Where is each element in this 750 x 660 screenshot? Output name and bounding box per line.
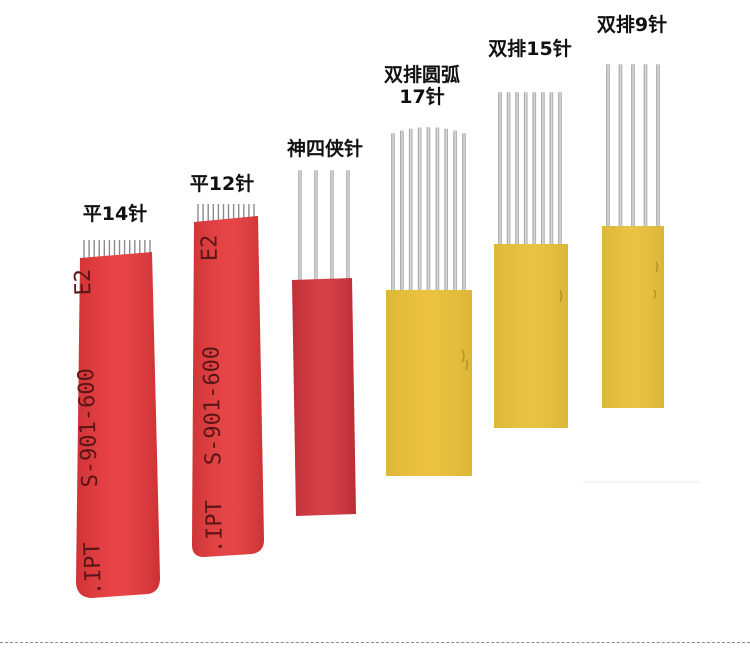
needle <box>498 92 502 248</box>
print-code: E2 <box>71 268 97 295</box>
needle-tip <box>138 240 141 242</box>
needle <box>197 206 199 226</box>
blade-shade <box>292 278 356 516</box>
needle-tip <box>217 204 220 206</box>
print-trace <box>653 261 659 299</box>
needle <box>330 170 334 284</box>
needle <box>88 242 90 262</box>
needle-tip <box>98 240 101 242</box>
needle-tip <box>197 204 199 206</box>
needle <box>606 64 610 230</box>
dashed-divider <box>0 642 750 643</box>
print-model: S-901-600 <box>199 346 226 466</box>
needle <box>298 170 302 284</box>
needle <box>417 127 422 295</box>
blade-print: .IPT S-901-600 E2 <box>71 268 107 595</box>
needle <box>462 133 466 294</box>
label-line-2: 17针 <box>399 86 445 108</box>
print-code: E2 <box>197 234 222 261</box>
label-double-row-arc-17: 双排圆弧 17针 <box>384 64 460 108</box>
needle <box>426 127 431 294</box>
needle-group <box>391 127 466 295</box>
needle <box>558 92 562 248</box>
blade-double-row-9 <box>602 64 664 408</box>
needle <box>453 130 457 294</box>
label-flat-12: 平12针 <box>189 173 255 195</box>
needle-tip <box>222 204 225 206</box>
needle-tip <box>118 240 121 242</box>
print-trace <box>461 349 469 371</box>
needle <box>515 92 519 248</box>
needle <box>656 64 660 230</box>
needle-group <box>498 92 562 248</box>
needle <box>202 206 204 226</box>
needle-group <box>298 170 350 284</box>
needle <box>523 92 528 248</box>
blade-shade <box>494 244 568 428</box>
needle <box>400 130 404 294</box>
needle-tip <box>227 204 230 206</box>
needle-tip <box>253 204 255 206</box>
needle-tip <box>202 204 205 206</box>
needle-tip <box>93 240 96 242</box>
needle <box>314 170 318 284</box>
needle-tip <box>149 240 151 242</box>
label-double-row-9: 双排9针 <box>596 14 668 36</box>
needle-tip <box>144 240 146 242</box>
blade-flat-12: .IPT S-901-600 E2 <box>192 204 264 557</box>
print-trace <box>559 289 563 303</box>
needle-tip <box>83 240 85 242</box>
needle-tip <box>133 240 136 242</box>
needle <box>643 64 648 230</box>
label-line-1: 双排圆弧 <box>383 64 461 86</box>
blade-shade <box>386 290 472 476</box>
needle-tip <box>237 204 240 206</box>
print-ipt: .IPT <box>202 500 228 553</box>
label-shen-four-xia: 神四侠针 <box>286 138 364 160</box>
needle <box>618 64 623 230</box>
needle-tip <box>113 240 116 242</box>
blade-flat-14: .IPT S-901-600 E2 <box>71 240 160 598</box>
blade-shade <box>76 252 160 598</box>
needle-tip <box>123 240 126 242</box>
needle <box>391 133 395 294</box>
needle <box>435 127 440 295</box>
label-double-row-15: 双排15针 <box>488 38 572 60</box>
needle-tip <box>207 204 210 206</box>
needle-tip <box>128 240 131 242</box>
needle-tip <box>232 204 235 206</box>
needle-tip <box>242 204 245 206</box>
needle <box>631 64 635 230</box>
needle <box>408 128 413 294</box>
print-model: S-901-600 <box>74 368 103 488</box>
needle <box>83 242 85 262</box>
needle <box>444 128 448 294</box>
blade-shade <box>192 216 264 557</box>
needle <box>549 92 554 248</box>
needle <box>506 92 511 248</box>
blade-double-row-arc-17 <box>386 127 472 476</box>
needle <box>346 170 350 284</box>
needle-tip <box>248 204 250 206</box>
blade-double-row-15 <box>494 92 568 428</box>
blade-print: .IPT S-901-600 E2 <box>197 234 228 553</box>
label-flat-14: 平14针 <box>82 203 148 225</box>
needle-group <box>606 64 660 230</box>
needle-tip <box>212 204 215 206</box>
needle <box>541 92 545 248</box>
blade-shen-four-xia <box>292 170 356 516</box>
needle-tip <box>88 240 90 242</box>
blade-shade <box>602 226 664 408</box>
needle <box>532 92 537 248</box>
print-ipt: .IPT <box>80 542 107 596</box>
needle-tip <box>108 240 111 242</box>
needle-tip <box>103 240 106 242</box>
